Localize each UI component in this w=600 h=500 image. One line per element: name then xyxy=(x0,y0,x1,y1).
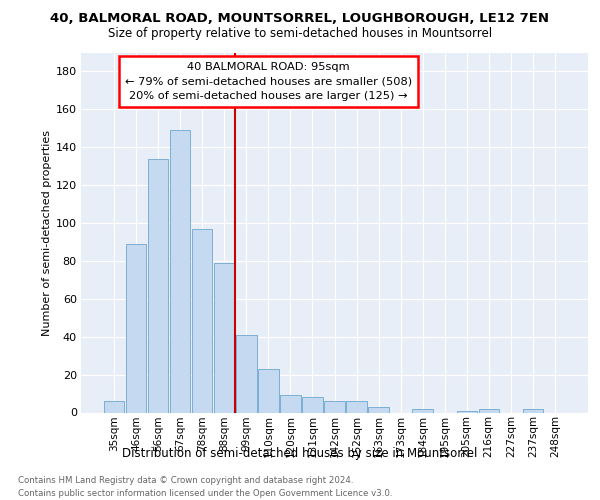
Bar xyxy=(457,410,477,412)
Y-axis label: Number of semi-detached properties: Number of semi-detached properties xyxy=(41,130,52,336)
Text: Size of property relative to semi-detached houses in Mountsorrel: Size of property relative to semi-detach… xyxy=(108,28,492,40)
Bar xyxy=(148,158,169,412)
Bar xyxy=(368,407,389,412)
Text: Contains public sector information licensed under the Open Government Licence v3: Contains public sector information licen… xyxy=(18,489,392,498)
Bar xyxy=(126,244,146,412)
Text: Contains HM Land Registry data © Crown copyright and database right 2024.: Contains HM Land Registry data © Crown c… xyxy=(18,476,353,485)
Bar xyxy=(236,335,257,412)
Bar xyxy=(258,369,278,412)
Bar xyxy=(280,396,301,412)
Bar xyxy=(170,130,190,412)
Bar xyxy=(346,401,367,412)
Bar xyxy=(104,401,124,412)
Text: 40 BALMORAL ROAD: 95sqm
← 79% of semi-detached houses are smaller (508)
20% of s: 40 BALMORAL ROAD: 95sqm ← 79% of semi-de… xyxy=(125,62,412,101)
Bar xyxy=(302,398,323,412)
Bar xyxy=(214,263,235,412)
Bar xyxy=(412,408,433,412)
Text: 40, BALMORAL ROAD, MOUNTSORREL, LOUGHBOROUGH, LE12 7EN: 40, BALMORAL ROAD, MOUNTSORREL, LOUGHBOR… xyxy=(50,12,550,26)
Bar xyxy=(192,228,212,412)
Bar xyxy=(479,408,499,412)
Text: Distribution of semi-detached houses by size in Mountsorrel: Distribution of semi-detached houses by … xyxy=(122,448,478,460)
Bar xyxy=(325,401,344,412)
Bar xyxy=(523,408,543,412)
